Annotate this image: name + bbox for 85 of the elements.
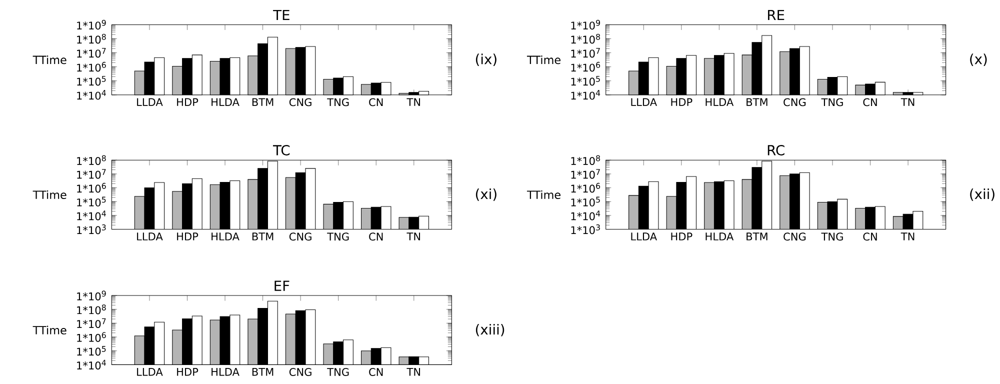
y-axis-title: TTime	[32, 326, 66, 334]
y-axis-title: TTime	[32, 190, 66, 199]
y-tick-label: 1*10$^{6}$	[77, 332, 106, 342]
y-tick-label: 1*10$^{4}$	[77, 210, 106, 220]
x-tick-label: CNG	[289, 368, 312, 376]
y-tick-label: 1*10$^{7}$	[77, 168, 106, 179]
text: (xii)	[970, 188, 994, 201]
x-tick-label: TN	[900, 232, 914, 240]
y-tick-label: 1*10$^{6}$	[77, 182, 106, 192]
x-tick-label: LLDA	[631, 98, 657, 106]
y-tick-label: 1*10$^{4}$	[571, 90, 600, 100]
x-tick-label: CN	[863, 98, 877, 106]
chart-title: TC	[272, 144, 290, 156]
text: (xiii)	[476, 324, 504, 336]
y-tick-label: 1*10$^{5}$	[77, 76, 106, 86]
x-tick-label: HDP	[671, 232, 692, 240]
x-tick-label: HLDA	[212, 232, 240, 240]
y-tick-label: 1*10$^{4}$	[77, 90, 106, 100]
y-tick-label: 1*10$^{8}$	[571, 155, 600, 165]
x-tick-label: HLDA	[706, 98, 734, 106]
y-tick-label: 1*10$^{7}$	[77, 48, 106, 58]
x-tick-label: CNG	[784, 232, 806, 240]
x-tick-label: TN	[406, 98, 420, 106]
x-tick-label: LLDA	[631, 232, 657, 240]
x-tick-label: CN	[369, 98, 383, 106]
x-tick-label: HDP	[177, 368, 198, 376]
chart-title: TE	[273, 10, 290, 20]
x-tick-label: LLDA	[137, 232, 163, 240]
y-tick-label: 1*10$^{7}$	[571, 48, 600, 58]
x-tick-label: BTM	[746, 98, 768, 106]
y-tick-label: 1*10$^{9}$	[77, 20, 106, 30]
x-tick-label: CNG	[289, 98, 312, 106]
x-tick-label: HDP	[177, 98, 198, 106]
x-tick-label: HDP	[177, 232, 198, 240]
x-tick-label: BTM	[746, 232, 768, 240]
y-tick-label: 1*10$^{8}$	[77, 304, 106, 314]
x-tick-label: TNG	[821, 98, 843, 106]
chart-title: RC	[768, 144, 784, 156]
y-tick-label: 1*10$^{8}$	[77, 34, 106, 44]
y-axis-title: TTime	[526, 190, 560, 199]
y-tick-label: 1*10$^{5}$	[77, 346, 106, 356]
x-tick-label: BTM	[252, 368, 274, 376]
text: (x)	[970, 53, 987, 66]
x-tick-label: CN	[369, 368, 383, 376]
y-tick-label: 1*10$^{9}$	[77, 290, 106, 300]
y-tick-label: 1*10$^{7}$	[77, 318, 106, 328]
y-tick-label: 1*10$^{7}$	[571, 168, 600, 179]
y-tick-label: 1*10$^{3}$	[571, 224, 600, 234]
x-tick-label: BTM	[252, 232, 274, 240]
y-tick-label: 1*10$^{5}$	[571, 76, 600, 86]
x-tick-label: TNG	[821, 232, 843, 240]
x-tick-label: CNG	[784, 98, 806, 106]
y-tick-label: 1*10$^{9}$	[571, 20, 600, 30]
x-tick-label: TN	[406, 368, 420, 376]
y-axis-title: TTime	[526, 55, 560, 64]
y-tick-label: 1*10$^{4}$	[77, 360, 106, 370]
x-tick-label: HLDA	[706, 232, 734, 240]
x-tick-label: CN	[369, 232, 383, 240]
x-tick-label: TNG	[327, 368, 349, 376]
x-tick-label: TN	[900, 98, 914, 106]
x-tick-label: LLDA	[137, 98, 163, 106]
x-tick-label: CN	[863, 232, 877, 240]
y-axis-title: TTime	[32, 55, 66, 64]
x-tick-label: HLDA	[212, 368, 240, 376]
y-tick-label: 1*10$^{5}$	[571, 196, 600, 206]
y-tick-label: 1*10$^{5}$	[77, 196, 106, 206]
y-tick-label: 1*10$^{6}$	[77, 62, 106, 72]
x-tick-label: LLDA	[137, 368, 163, 376]
x-tick-label: TNG	[327, 232, 349, 240]
x-tick-label: CNG	[289, 232, 312, 240]
x-tick-label: TN	[406, 232, 420, 240]
x-tick-label: HDP	[671, 98, 692, 106]
y-tick-label: 1*10$^{6}$	[571, 182, 600, 192]
x-tick-label: BTM	[252, 98, 274, 106]
y-tick-label: 1*10$^{8}$	[77, 155, 106, 165]
y-tick-label: 1*10$^{3}$	[77, 224, 106, 234]
y-tick-label: 1*10$^{8}$	[571, 34, 600, 44]
text: (xi)	[476, 188, 496, 201]
chart-title: EF	[274, 280, 290, 291]
y-tick-label: 1*10$^{6}$	[571, 62, 600, 72]
x-tick-label: TNG	[327, 98, 349, 106]
chart-title: RE	[768, 10, 784, 20]
x-tick-label: HLDA	[212, 98, 240, 106]
text: (ix)	[476, 53, 496, 66]
y-tick-label: 1*10$^{4}$	[571, 210, 600, 220]
